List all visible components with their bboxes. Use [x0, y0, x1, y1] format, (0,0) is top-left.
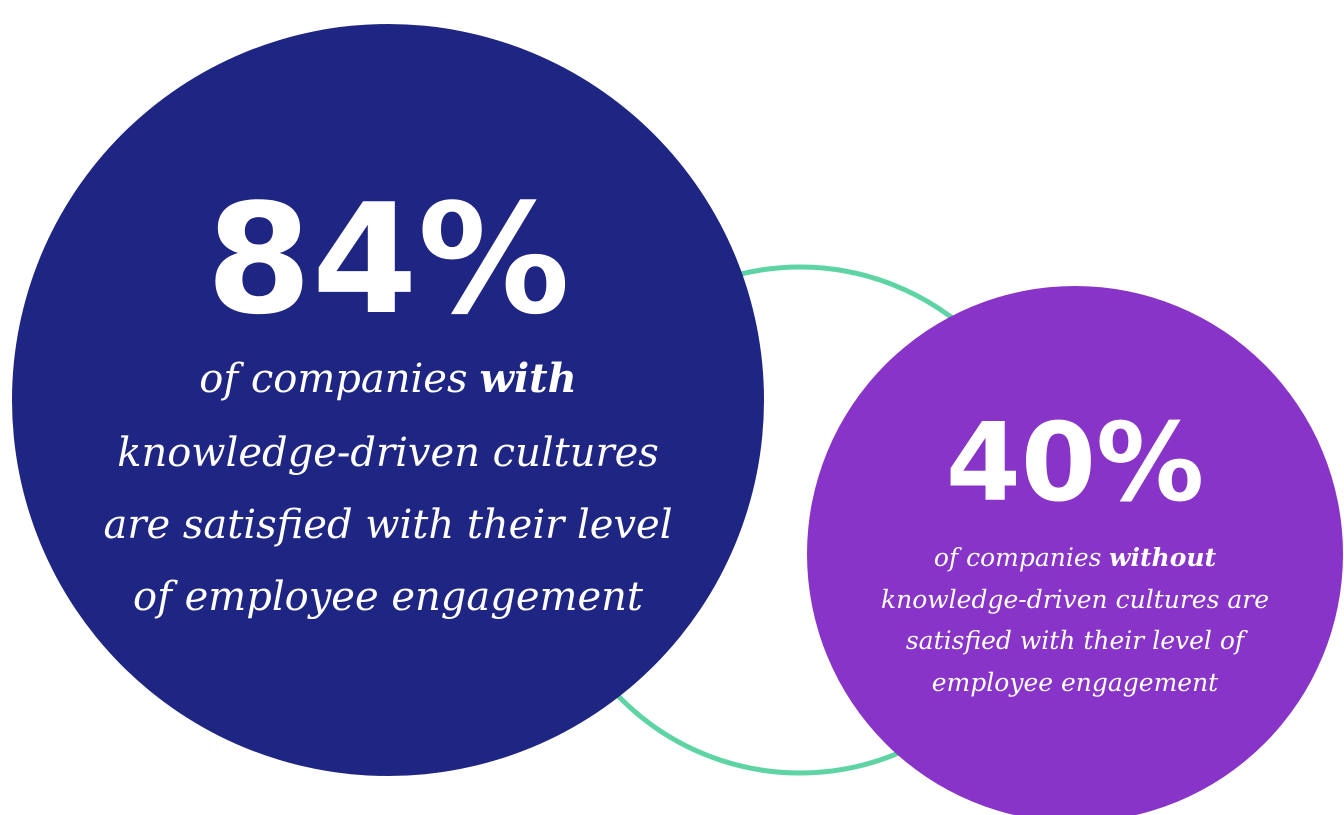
- description-line: employee engagement: [932, 668, 1219, 697]
- description-line: knowledge-driven cultures: [117, 430, 659, 476]
- description-line: are satisfied with their level: [103, 502, 672, 548]
- description-line: of employee engagement: [133, 574, 644, 620]
- description-emphasis: with: [480, 355, 577, 402]
- description-line: of companies with: [199, 355, 576, 402]
- description-emphasis: without: [1109, 543, 1217, 572]
- circle-without: [807, 286, 1343, 815]
- stat-group: 84% of companies with knowledge-driven cult…: [103, 171, 672, 620]
- description-prefix: of companies: [934, 543, 1102, 572]
- stat-value: 84%: [206, 171, 570, 348]
- stat-group: 40% of companies without knowledge-driven c…: [881, 401, 1269, 697]
- circle-with: [12, 24, 764, 776]
- stat-value: 40%: [946, 401, 1205, 526]
- description-line: satisfied with their level of: [906, 626, 1248, 655]
- description-line: knowledge-driven cultures are: [881, 585, 1269, 614]
- description-prefix: of companies: [199, 356, 467, 402]
- description-line: of companies without: [934, 543, 1217, 572]
